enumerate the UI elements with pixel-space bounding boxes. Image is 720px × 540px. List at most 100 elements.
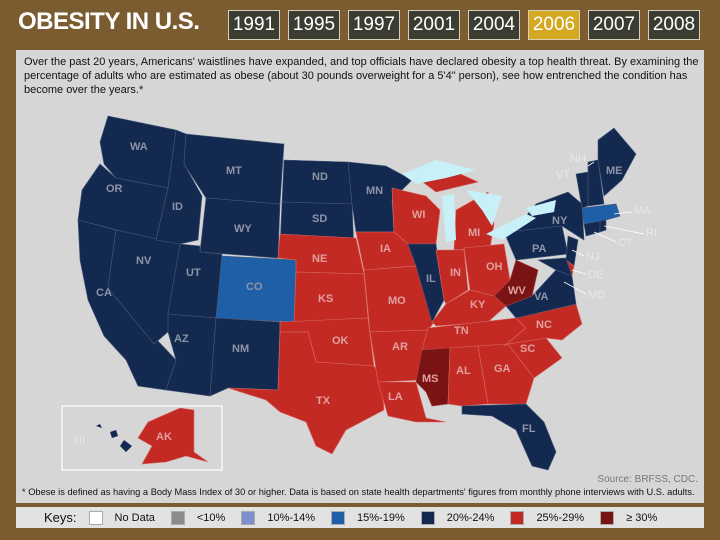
state-ME[interactable] [597, 127, 637, 197]
label-WI: WI [412, 209, 425, 221]
label-TN: TN [454, 325, 469, 337]
label-NM: NM [232, 343, 249, 355]
label-UT: UT [186, 267, 201, 279]
label-NH: NH [570, 153, 586, 165]
label-NV: NV [136, 255, 152, 267]
legend-item-30-plus: ≥ 30% [600, 510, 658, 525]
label-AZ: AZ [174, 333, 189, 345]
label-WV: WV [508, 285, 526, 297]
legend-label: 25%-29% [536, 511, 585, 524]
legend-label: 20%-24% [446, 511, 495, 524]
label-IL: IL [426, 273, 436, 285]
legend-label: ≥ 30% [626, 511, 658, 524]
legend-swatch [88, 510, 103, 525]
legend-swatch [420, 510, 435, 525]
label-IA: IA [380, 243, 391, 255]
state-MD[interactable] [536, 257, 573, 277]
source-note: Source: BRFSS, CDC. [597, 474, 698, 485]
state-MO[interactable] [363, 265, 437, 333]
legend-item-20-24: 20%-24% [420, 510, 495, 525]
label-FL: FL [522, 423, 536, 435]
state-NH[interactable] [587, 159, 605, 207]
label-GA: GA [494, 363, 511, 375]
state-labels: WA OR CA NV ID MT WY UT AZ NM CO ND SD M… [74, 141, 657, 447]
lake-superior [402, 160, 476, 184]
label-LA: LA [388, 391, 403, 403]
legend-label: <10% [196, 511, 226, 524]
label-TX: TX [316, 395, 331, 407]
legend-swatch [510, 510, 525, 525]
label-ID: ID [172, 201, 183, 213]
label-NE: NE [312, 253, 327, 265]
label-MO: MO [388, 295, 406, 307]
state-IN[interactable] [435, 249, 469, 305]
us-obesity-map: WA OR CA NV ID MT WY UT AZ NM CO ND SD M… [61, 115, 657, 471]
label-VA: VA [534, 291, 549, 303]
year-button-1995[interactable]: 1995 [288, 10, 340, 40]
label-NY: NY [552, 215, 568, 227]
footnote: * Obese is defined as having a Body Mass… [22, 487, 695, 497]
label-ME: ME [606, 165, 623, 177]
legend-label: No Data [114, 511, 155, 524]
label-OK: OK [332, 335, 349, 347]
year-button-2006[interactable]: 2006 [528, 10, 580, 40]
label-CA: CA [96, 287, 112, 299]
legend-item-under-10: <10% [170, 510, 226, 525]
state-AK[interactable] [137, 407, 209, 465]
label-IN: IN [450, 267, 461, 279]
state-TX[interactable] [227, 331, 385, 455]
year-button-1991[interactable]: 1991 [228, 10, 280, 40]
legend-swatch [241, 510, 256, 525]
lake-michigan [442, 194, 456, 242]
lake-huron [466, 190, 502, 226]
legend-keys: Keys: No Data <10% 10%-14% 15%-19% 20%-2… [16, 507, 704, 528]
state-FL[interactable] [461, 403, 557, 471]
label-AL: AL [456, 365, 471, 377]
label-CO: CO [246, 281, 263, 293]
label-MN: MN [366, 185, 383, 197]
state-AL[interactable] [447, 345, 489, 407]
label-OH: OH [486, 261, 503, 273]
year-button-2004[interactable]: 2004 [468, 10, 520, 40]
lake-ontario [526, 200, 556, 216]
inset-box [61, 405, 223, 471]
year-button-2007[interactable]: 2007 [588, 10, 640, 40]
label-WA: WA [130, 141, 148, 153]
state-AZ[interactable] [165, 313, 217, 397]
callout-lines [563, 161, 645, 295]
state-NM[interactable] [209, 317, 281, 397]
year-button-1997[interactable]: 1997 [348, 10, 400, 40]
label-MS: MS [422, 373, 439, 385]
state-IL[interactable] [407, 243, 445, 323]
state-NC[interactable] [503, 303, 583, 347]
label-OR: OR [106, 183, 123, 195]
state-WV[interactable] [493, 259, 539, 307]
label-KY: KY [470, 299, 486, 311]
label-MD: MD [588, 289, 605, 301]
state-MA[interactable] [581, 203, 621, 225]
label-AK: AK [156, 431, 172, 443]
lake-erie [486, 214, 536, 240]
legend-swatch [600, 510, 615, 525]
label-KS: KS [318, 293, 333, 305]
legend-title: Keys: [44, 510, 77, 525]
label-MI: MI [468, 227, 480, 239]
label-PA: PA [532, 243, 547, 255]
legend-label: 10%-14% [267, 511, 316, 524]
legend-swatch [331, 510, 346, 525]
label-DE: DE [588, 269, 603, 281]
year-selector: 1991 1995 1997 2001 2004 2006 2007 2008 [228, 10, 700, 40]
legend-item-15-19: 15%-19% [331, 510, 405, 525]
intro-text: Over the past 20 years, Americans' waist… [24, 56, 699, 96]
label-CT: CT [618, 237, 633, 249]
state-HI[interactable] [96, 424, 132, 452]
label-HI: HI [74, 435, 85, 447]
year-button-2008[interactable]: 2008 [648, 10, 700, 40]
label-SD: SD [312, 213, 327, 225]
label-ND: ND [312, 171, 328, 183]
legend-item-no-data: No Data [88, 510, 155, 525]
state-GA[interactable] [477, 343, 535, 405]
label-NC: NC [536, 319, 552, 331]
year-button-2001[interactable]: 2001 [408, 10, 460, 40]
legend-label: 15%-19% [357, 511, 405, 524]
